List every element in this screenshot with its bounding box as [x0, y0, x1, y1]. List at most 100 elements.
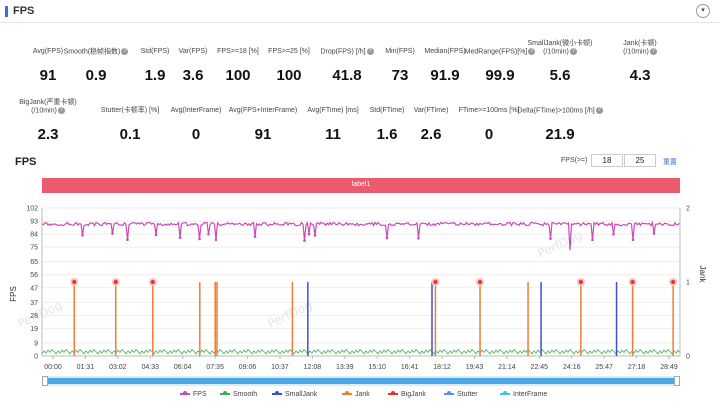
x-tick-label: 24:16	[563, 364, 581, 371]
row1-stat: FPS>=18 [%] 100	[193, 48, 283, 84]
fps-dip-point	[631, 238, 635, 242]
stat-label: FPS>=25 [%]	[268, 48, 310, 55]
fps-chart[interactable]: PerfDog PerfDog PerfDog 0 9 19 28 37 47 56 65 75 84 9…	[0, 198, 720, 374]
reset-button[interactable]: 重置	[663, 159, 677, 166]
stat-label: MedRange(FPS)[%]?	[464, 48, 536, 56]
big-jank-point	[150, 280, 155, 284]
legend-label: BigJank	[401, 391, 426, 398]
smooth-series-line	[41, 348, 681, 355]
row2-stat: FTime>=100ms [%] 0	[444, 107, 534, 143]
legend-item[interactable]: Stutter	[444, 391, 478, 398]
watermark-text: PerfDog	[265, 298, 314, 331]
slider-left-handle[interactable]	[42, 376, 48, 386]
legend-swatch-icon	[342, 391, 352, 396]
row2-stat: Delta(FTime)>100ms [/h]? 21.9	[515, 107, 605, 143]
label-bar[interactable]: label1	[42, 178, 680, 193]
fps-threshold-input-1[interactable]	[591, 154, 623, 167]
fps-chart-title: FPS	[15, 156, 37, 168]
row1-stat: Std(FPS) 1.9	[110, 48, 200, 84]
stat-value: 91	[254, 126, 272, 143]
stat-label: BigJank(严重卡顿)	[19, 99, 77, 106]
legend-swatch-icon	[180, 391, 190, 396]
legend-item[interactable]: InterFrame	[500, 391, 547, 398]
y2-axis-label: Jank	[698, 266, 707, 284]
fps-dip-point	[198, 237, 201, 241]
legend-swatch-icon	[220, 391, 230, 396]
stat-label: Drop(FPS) [/h]?	[320, 48, 374, 56]
legend-label: InterFrame	[513, 391, 548, 398]
legend-item[interactable]: FPS	[180, 391, 207, 398]
stat-value: 0.9	[85, 67, 107, 84]
x-tick-label: 06:04	[174, 364, 192, 371]
y-tick-label: 37	[30, 300, 38, 307]
stat-label-unit: (/10min)?	[31, 107, 65, 115]
stat-value: 100	[276, 67, 302, 84]
big-jank-point	[630, 280, 635, 284]
stat-value: 91	[39, 67, 57, 84]
legend-item[interactable]: Jank	[342, 391, 370, 398]
help-icon[interactable]: ?	[121, 48, 129, 55]
legend-swatch-icon	[444, 391, 454, 396]
stat-label: Min(FPS)	[385, 48, 415, 55]
stat-label: Avg(FPS)	[32, 48, 64, 55]
help-icon[interactable]: ?	[366, 48, 374, 55]
watermark-text: PerfDog	[535, 228, 584, 261]
stat-value: 5.6	[549, 67, 571, 84]
legend-swatch-icon	[388, 391, 398, 396]
help-icon[interactable]: ?	[595, 107, 603, 114]
row1-stat: Avg(FPS) 91	[3, 48, 93, 84]
stat-value: 1.9	[144, 67, 166, 84]
help-icon[interactable]: ?	[57, 107, 65, 114]
fps-dip-point	[303, 239, 306, 242]
legend-item[interactable]: Smooth	[220, 391, 257, 398]
row2-stat: Avg(FTime) [ms] 11	[288, 107, 378, 143]
collapse-toggle-icon[interactable]: ▾	[696, 4, 710, 18]
row1-stat: Median(FPS) 91.9	[400, 48, 490, 84]
x-tick-label: 22:45	[531, 364, 549, 371]
help-icon[interactable]: ?	[649, 48, 657, 55]
row1-stat: SmallJank(微小卡顿) (/10min)? 5.6	[515, 40, 605, 84]
y-axis-label: FPS	[9, 286, 18, 302]
x-tick-label: 25:47	[595, 364, 613, 371]
stat-value: 11	[325, 126, 341, 143]
y-tick-label: 19	[30, 326, 38, 333]
fps-dip-point	[207, 232, 210, 236]
stat-value: 3.6	[182, 67, 204, 84]
row2-stat: Std(FTime) 1.6	[342, 107, 432, 143]
x-tick-label: 16:41	[401, 364, 419, 371]
stat-value: 4.3	[629, 67, 651, 84]
y2-tick-label: 0	[686, 354, 690, 361]
legend-label: Jank	[355, 391, 370, 398]
row2-stat: Var(FTime) 2.6	[386, 107, 476, 143]
label-bar-text: label1	[351, 181, 371, 188]
help-icon[interactable]: ?	[569, 48, 577, 55]
stat-label: Delta(FTime)>100ms [/h]?	[517, 107, 603, 115]
section-accent-bar	[5, 6, 8, 17]
legend-swatch-icon	[500, 391, 510, 396]
row2-stat: Avg(FPS+InterFrame) 91	[218, 107, 308, 143]
fps-dip-point	[417, 236, 420, 240]
time-range-slider[interactable]	[42, 376, 680, 386]
fps-dip-point	[612, 232, 615, 236]
stat-value: 2.3	[37, 126, 59, 143]
fps-dip-point	[307, 232, 311, 236]
legend-item[interactable]: SmallJank	[272, 391, 317, 398]
stat-label: FTime>=100ms [%]	[458, 107, 520, 114]
slider-range-fill[interactable]	[46, 378, 676, 384]
y-tick-label: 93	[30, 219, 38, 226]
y2-tick-label: 2	[686, 206, 690, 213]
help-icon[interactable]: ?	[528, 48, 536, 55]
stat-value: 0	[191, 126, 201, 143]
y-tick-label: 56	[30, 272, 38, 279]
row1-stat: Min(FPS) 73	[355, 48, 445, 84]
y-tick-label: 84	[30, 232, 38, 239]
stat-label-unit: (/10min)?	[543, 48, 577, 56]
legend-item[interactable]: BigJank	[388, 391, 426, 398]
slider-right-handle[interactable]	[674, 376, 680, 386]
big-jank-point	[578, 280, 583, 284]
fps-dip-point	[81, 233, 84, 237]
x-tick-label: 03:02	[109, 364, 127, 371]
fps-threshold-input-2[interactable]	[624, 154, 656, 167]
stat-label: Stutter(卡顿率) [%]	[100, 107, 160, 114]
x-tick-label: 04:33	[141, 364, 159, 371]
